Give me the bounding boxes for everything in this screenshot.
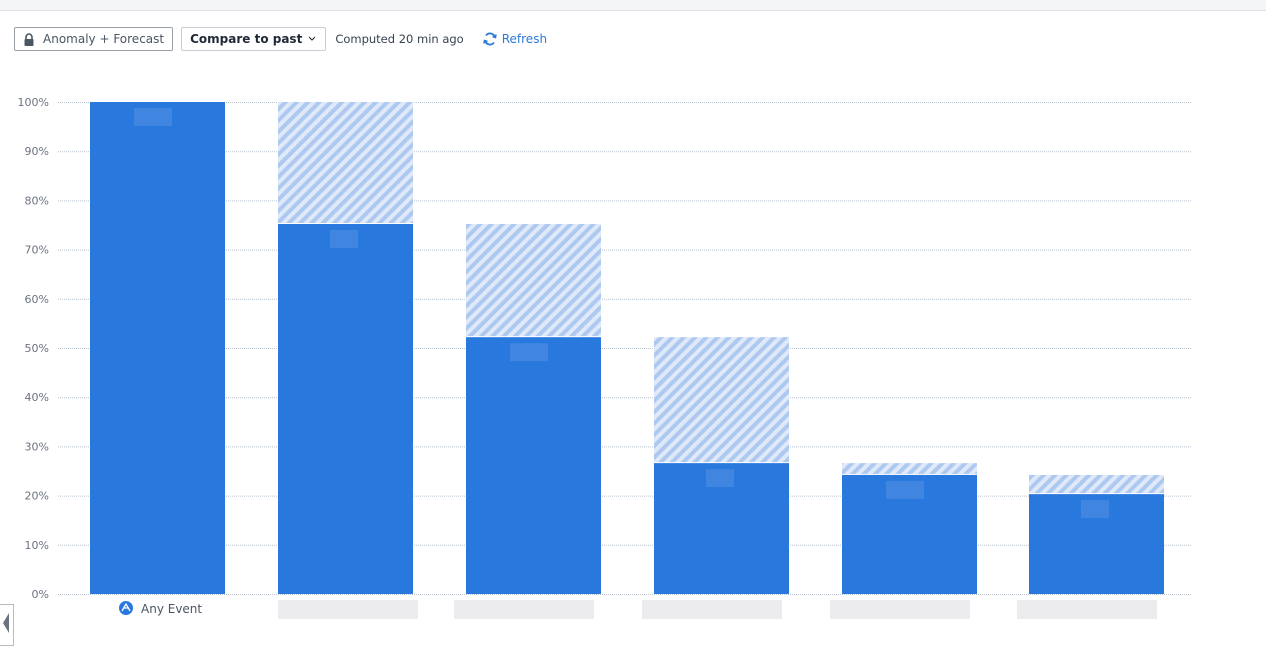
refresh-button[interactable]: Refresh <box>482 31 548 47</box>
redacted-data-label <box>1081 500 1109 519</box>
compare-label: Compare to past <box>190 32 303 46</box>
collapse-panel-button[interactable] <box>0 604 14 646</box>
y-tick-label: 20% <box>25 490 49 503</box>
anomaly-forecast-button[interactable]: Anomaly + Forecast <box>14 27 174 51</box>
y-tick-label: 30% <box>25 440 49 453</box>
y-tick-label: 70% <box>25 244 49 257</box>
y-tick-label: 100% <box>18 96 49 109</box>
y-tick-label: 0% <box>32 588 49 601</box>
redacted-x-axis-label <box>454 600 594 619</box>
redacted-data-label <box>886 480 924 499</box>
past-bar-segment <box>278 102 413 224</box>
top-bar <box>0 0 1266 11</box>
redacted-data-label <box>706 469 734 488</box>
any-event-icon-glyph <box>121 602 131 612</box>
current-bar <box>466 337 601 594</box>
redacted-x-axis-label <box>1017 600 1157 619</box>
computed-status: Computed 20 min ago <box>335 32 464 46</box>
y-tick-label: 60% <box>25 293 49 306</box>
x-axis-label: Any Event <box>141 602 202 616</box>
refresh-label: Refresh <box>501 32 548 46</box>
refresh-icon <box>482 32 497 46</box>
past-bar-segment <box>1029 474 1164 494</box>
caret-left-icon <box>3 613 9 633</box>
lock-icon <box>24 32 34 46</box>
y-tick-label: 90% <box>25 145 49 158</box>
redacted-x-axis-label <box>830 600 970 619</box>
current-bar <box>90 102 225 594</box>
y-tick-label: 50% <box>25 342 49 355</box>
y-tick-label: 40% <box>25 391 49 404</box>
y-tick-label: 80% <box>25 194 49 207</box>
current-bar <box>278 224 413 595</box>
y-tick-label: 10% <box>25 539 49 552</box>
toolbar: Anomaly + Forecast Compare to past Compu… <box>14 27 547 51</box>
past-bar-segment <box>466 224 601 337</box>
past-bar-segment <box>654 337 789 463</box>
redacted-data-label <box>134 108 172 126</box>
redacted-data-label <box>510 343 548 362</box>
past-bar-segment <box>842 463 977 474</box>
redacted-x-axis-label <box>642 600 782 619</box>
anomaly-forecast-label: Anomaly + Forecast <box>43 32 165 46</box>
chevron-down-icon <box>308 36 316 41</box>
redacted-x-axis-label <box>278 600 418 619</box>
compare-to-past-dropdown[interactable]: Compare to past <box>181 27 327 51</box>
redacted-data-label <box>330 230 358 249</box>
